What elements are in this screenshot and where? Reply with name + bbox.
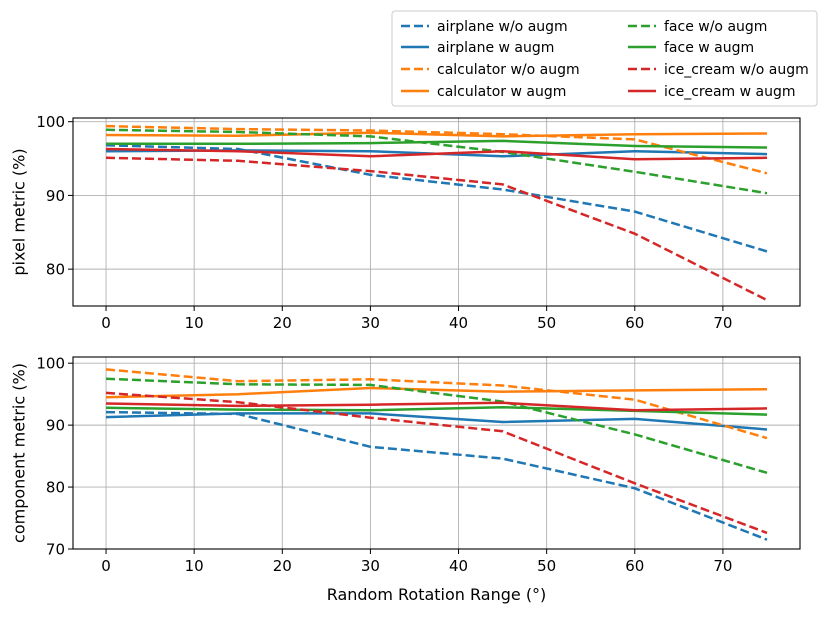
component-metric-panel: 0 10 20 30 40 50 60 70 70 80 90 100 component metri… (10, 355, 801, 604)
component-ylabel: component metric (%) (10, 363, 29, 543)
x-tick-label: 50 (537, 314, 556, 332)
series-line-face-w-o-augm (105, 128, 768, 195)
series-line-calculator-w-augm (105, 131, 768, 138)
pixel-ylabel: pixel metric (%) (10, 148, 29, 275)
y-tick-label: 100 (36, 113, 65, 131)
y-tick-label: 70 (46, 541, 65, 559)
legend-label-ice-cream-w-augm: ice_cream w augm (664, 84, 796, 100)
pixel-grid (73, 118, 800, 306)
series-line-face-w-augm (105, 405, 768, 416)
series-line-airplane-w-augm (105, 412, 768, 431)
x-tick-label: 10 (185, 557, 204, 575)
x-tick-label: 20 (273, 557, 292, 575)
y-tick-label: 90 (46, 187, 65, 205)
x-tick-label: 30 (361, 314, 380, 332)
legend-label-calculator-w-o-augm: calculator w/o augm (437, 62, 580, 78)
legend: airplane w/o augm airplane w augm calculat… (391, 10, 818, 107)
series-line-calculator-w-augm (105, 386, 768, 399)
x-tick-label: 50 (537, 557, 556, 575)
x-tick-label: 0 (101, 314, 111, 332)
series-line-ice-cream-w-augm (105, 401, 768, 412)
series-line-face-w-o-augm (105, 377, 768, 475)
series-line-ice-cream-w-o-augm (105, 391, 768, 535)
legend-items: airplane w/o augm airplane w augm calculat… (401, 19, 809, 100)
series-line-ice-cream-w-augm (105, 147, 768, 161)
series-line-calculator-w-o-augm (105, 368, 768, 440)
y-tick-label: 90 (46, 417, 65, 435)
x-tick-label: 60 (625, 557, 644, 575)
legend-label-face-w-augm: face w augm (664, 40, 754, 56)
x-tick-label: 20 (273, 314, 292, 332)
x-tick-label: 30 (361, 557, 380, 575)
series-line-airplane-w-o-augm (105, 144, 768, 253)
legend-label-airplane-w-o-augm: airplane w/o augm (437, 19, 568, 35)
component-xlabel: Random Rotation Range (°) (327, 585, 547, 604)
pixel-ticks: 0 10 20 30 40 50 60 70 80 90 100 (36, 113, 732, 332)
component-axes-frame (72, 356, 801, 550)
legend-label-calculator-w-augm: calculator w augm (437, 84, 566, 100)
legend-label-airplane-w-augm: airplane w augm (437, 40, 554, 56)
x-tick-label: 10 (185, 314, 204, 332)
series-line-ice-cream-w-o-augm (105, 156, 768, 302)
x-tick-label: 0 (101, 557, 111, 575)
legend-label-ice-cream-w-o-augm: ice_cream w/o augm (664, 62, 809, 78)
x-tick-label: 40 (449, 557, 468, 575)
pixel-series (105, 124, 768, 302)
component-ticks: 0 10 20 30 40 50 60 70 70 80 90 100 (36, 355, 732, 575)
y-tick-label: 80 (46, 261, 65, 279)
y-tick-label: 100 (36, 355, 65, 373)
x-tick-label: 60 (625, 314, 644, 332)
x-tick-label: 70 (713, 314, 732, 332)
legend-label-face-w-o-augm: face w/o augm (664, 19, 767, 35)
x-tick-label: 70 (713, 557, 732, 575)
legend-box (391, 10, 818, 107)
y-tick-label: 80 (46, 479, 65, 497)
series-line-face-w-augm (106, 139, 768, 149)
pixel-axes-frame (72, 117, 801, 307)
pixel-metric-panel: 0 10 20 30 40 50 60 70 80 90 100 pixel metric (%) (10, 113, 801, 332)
x-tick-label: 40 (449, 314, 468, 332)
component-series (105, 368, 768, 541)
